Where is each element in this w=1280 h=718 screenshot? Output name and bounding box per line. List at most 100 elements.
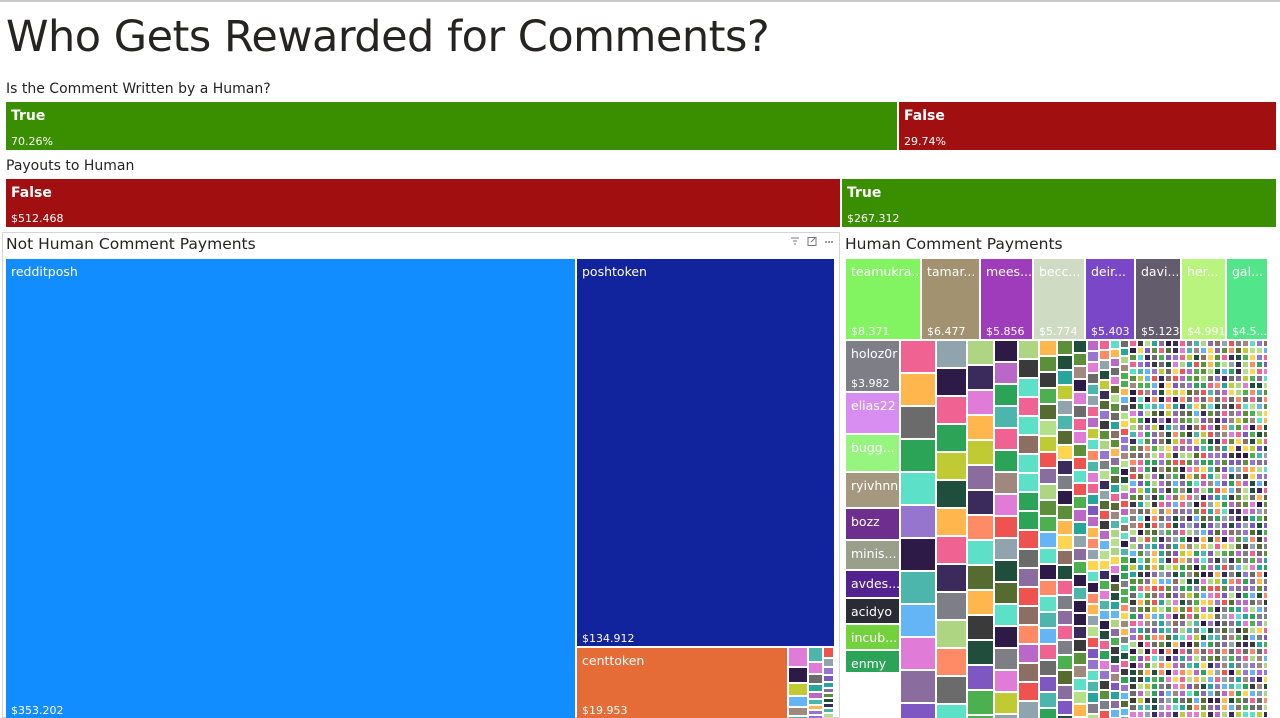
treemap-tile[interactable] bbox=[1173, 663, 1178, 668]
treemap-tile[interactable] bbox=[1257, 712, 1262, 717]
treemap-tile[interactable] bbox=[1215, 411, 1220, 416]
treemap-tile[interactable] bbox=[1229, 586, 1234, 591]
treemap-tile[interactable] bbox=[1222, 586, 1227, 591]
treemap-tile[interactable] bbox=[1236, 488, 1241, 493]
treemap-tile[interactable] bbox=[1159, 355, 1164, 360]
treemap-tile[interactable] bbox=[1074, 445, 1086, 456]
treemap-tile[interactable] bbox=[1173, 614, 1178, 619]
treemap-tile[interactable] bbox=[1138, 691, 1143, 696]
treemap-tile[interactable] bbox=[1201, 355, 1206, 360]
treemap-tile[interactable] bbox=[1058, 536, 1072, 549]
treemap-tile[interactable] bbox=[1058, 566, 1072, 579]
treemap-tile[interactable] bbox=[1264, 614, 1267, 619]
treemap-tile[interactable] bbox=[1194, 383, 1199, 388]
treemap-tile[interactable] bbox=[1152, 488, 1157, 493]
treemap-tile[interactable] bbox=[1187, 642, 1192, 647]
treemap-tile[interactable] bbox=[1040, 357, 1056, 371]
treemap-tile[interactable] bbox=[1111, 674, 1119, 681]
treemap-tile[interactable] bbox=[1236, 600, 1241, 605]
treemap-tile[interactable] bbox=[1201, 621, 1206, 626]
treemap-tile[interactable] bbox=[1222, 684, 1227, 689]
treemap-tile[interactable] bbox=[789, 684, 807, 695]
treemap-tile[interactable] bbox=[1236, 663, 1241, 668]
treemap-tile[interactable] bbox=[1152, 684, 1157, 689]
treemap-tile[interactable] bbox=[789, 668, 807, 682]
treemap-tile[interactable] bbox=[1166, 691, 1171, 696]
treemap-tile[interactable] bbox=[1264, 404, 1267, 409]
treemap-tile[interactable] bbox=[968, 366, 993, 389]
treemap-tile[interactable] bbox=[1180, 684, 1185, 689]
treemap-tile[interactable] bbox=[1180, 460, 1185, 465]
treemap-tile[interactable] bbox=[901, 704, 935, 718]
treemap-tile[interactable] bbox=[1173, 579, 1178, 584]
treemap-tile[interactable] bbox=[1019, 626, 1038, 643]
treemap-tile[interactable] bbox=[1173, 537, 1178, 542]
treemap-tile[interactable] bbox=[1208, 467, 1213, 472]
treemap-tile[interactable] bbox=[1152, 642, 1157, 647]
treemap-tile[interactable] bbox=[1250, 600, 1255, 605]
treemap-tile[interactable] bbox=[1229, 684, 1234, 689]
treemap-tile[interactable] bbox=[968, 491, 993, 514]
treemap-tile[interactable] bbox=[1088, 407, 1098, 416]
treemap-tile[interactable] bbox=[1208, 523, 1213, 528]
treemap-tile[interactable] bbox=[1215, 565, 1220, 570]
treemap-tile[interactable] bbox=[1257, 397, 1262, 402]
treemap-tile[interactable] bbox=[1152, 530, 1157, 535]
treemap-tile[interactable] bbox=[1208, 663, 1213, 668]
treemap-tile[interactable] bbox=[1159, 712, 1164, 717]
treemap-tile[interactable] bbox=[1194, 558, 1199, 563]
treemap-tile[interactable] bbox=[1229, 383, 1234, 388]
treemap-tile[interactable] bbox=[1243, 467, 1248, 472]
treemap-tile[interactable] bbox=[1138, 460, 1143, 465]
treemap-tile[interactable] bbox=[1138, 677, 1143, 682]
treemap-tile[interactable] bbox=[1257, 383, 1262, 388]
treemap-tile[interactable] bbox=[824, 694, 833, 697]
treemap-tile[interactable] bbox=[1257, 481, 1262, 486]
treemap-tile[interactable] bbox=[1040, 661, 1056, 675]
treemap-tile[interactable] bbox=[1074, 640, 1086, 651]
treemap-tile[interactable] bbox=[1201, 404, 1206, 409]
treemap-tile[interactable] bbox=[1040, 405, 1056, 419]
treemap-tile[interactable] bbox=[1222, 642, 1227, 647]
treemap-tile[interactable] bbox=[1222, 397, 1227, 402]
treemap-tile[interactable] bbox=[1264, 586, 1267, 591]
treemap-tile[interactable] bbox=[1130, 432, 1136, 437]
treemap-tile[interactable] bbox=[1201, 642, 1206, 647]
treemap-tile[interactable] bbox=[1040, 677, 1056, 691]
treemap-tile[interactable] bbox=[1058, 611, 1072, 624]
treemap-tile[interactable] bbox=[1074, 562, 1086, 573]
treemap-tile[interactable] bbox=[1208, 544, 1213, 549]
treemap-tile[interactable] bbox=[995, 363, 1017, 383]
treemap-tile[interactable] bbox=[1166, 523, 1171, 528]
treemap-tile[interactable] bbox=[1145, 607, 1150, 612]
treemap-tile[interactable] bbox=[1243, 348, 1248, 353]
treemap-tile[interactable] bbox=[1222, 481, 1227, 486]
treemap-tile[interactable] bbox=[1201, 705, 1206, 710]
treemap-tile[interactable] bbox=[1222, 523, 1227, 528]
treemap-tile[interactable] bbox=[968, 691, 993, 714]
treemap-tile[interactable] bbox=[1111, 692, 1119, 699]
treemap-tile[interactable] bbox=[809, 716, 822, 718]
treemap-tile[interactable] bbox=[1173, 488, 1178, 493]
treemap-tile[interactable] bbox=[1187, 488, 1192, 493]
treemap-tile[interactable] bbox=[1173, 355, 1178, 360]
treemap-tile[interactable] bbox=[1173, 593, 1178, 598]
treemap-tile[interactable] bbox=[1159, 607, 1164, 612]
treemap-tile[interactable] bbox=[1159, 558, 1164, 563]
treemap-tile[interactable] bbox=[1152, 705, 1157, 710]
treemap-tile[interactable] bbox=[1243, 397, 1248, 402]
treemap-tile[interactable] bbox=[1100, 571, 1109, 579]
treemap-tile[interactable] bbox=[1187, 404, 1192, 409]
treemap-tile[interactable] bbox=[1159, 635, 1164, 640]
treemap-tile[interactable] bbox=[1257, 691, 1262, 696]
treemap-tile[interactable] bbox=[1236, 474, 1241, 479]
treemap-tile[interactable] bbox=[1166, 579, 1171, 584]
treemap-tile[interactable] bbox=[1173, 677, 1178, 682]
treemap-tile[interactable] bbox=[1194, 523, 1199, 528]
treemap-tile[interactable] bbox=[1159, 530, 1164, 535]
treemap-tile[interactable] bbox=[1145, 425, 1150, 430]
treemap-tile[interactable] bbox=[1194, 446, 1199, 451]
treemap-tile[interactable] bbox=[937, 649, 966, 675]
treemap-tile[interactable] bbox=[1194, 397, 1199, 402]
treemap-tile[interactable] bbox=[1236, 383, 1241, 388]
